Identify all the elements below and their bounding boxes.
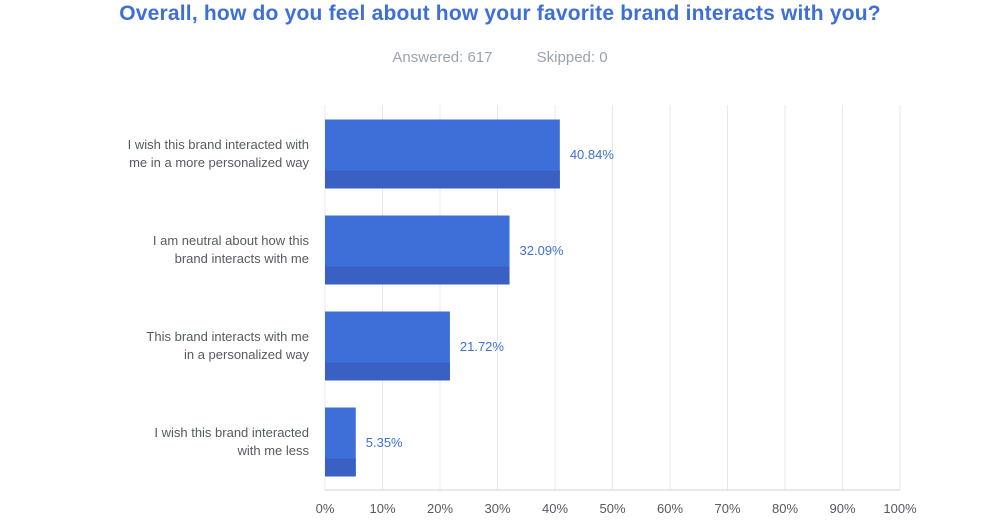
chart-title: Overall, how do you feel about how your … [119, 2, 881, 25]
bar-value-label: 40.84% [570, 147, 615, 162]
x-tick-label: 0% [316, 501, 335, 516]
x-tick-label: 70% [714, 501, 740, 516]
answered-count: Answered: 617 [392, 49, 493, 66]
x-tick-label: 20% [427, 501, 453, 516]
bars [325, 119, 560, 477]
x-axis-ticks: 0% 10% 20% 30% 40% 50% 60% 70% 80% 90% 100% [316, 501, 917, 516]
bar-value-label: 32.09% [520, 243, 565, 258]
bar-value-label: 21.72% [460, 339, 505, 354]
x-tick-label: 100% [883, 501, 917, 516]
bar [325, 311, 450, 381]
category-label: This brand interacts with me in a persona… [146, 329, 309, 362]
bar-value-label: 5.35% [366, 435, 403, 450]
bar-shade [325, 170, 560, 189]
value-labels: 40.84% 32.09% 21.72% 5.35% [366, 147, 615, 450]
bar-shade [325, 362, 450, 381]
bar [325, 215, 510, 285]
x-tick-label: 60% [657, 501, 683, 516]
skipped-count: Skipped: 0 [536, 49, 608, 66]
category-label: I wish this brand interacted with me in a… [128, 137, 310, 170]
category-label: I am neutral about how this brand interac… [153, 233, 310, 266]
bar [325, 119, 560, 189]
bar-shade [325, 266, 510, 285]
bar [325, 407, 356, 477]
x-tick-label: 10% [369, 501, 395, 516]
x-tick-label: 40% [542, 501, 568, 516]
x-tick-label: 90% [829, 501, 855, 516]
x-tick-label: 30% [484, 501, 510, 516]
x-tick-label: 50% [599, 501, 625, 516]
x-tick-label: 80% [772, 501, 798, 516]
response-stats: Answered: 617 Skipped: 0 [0, 48, 1000, 68]
category-label: I wish this brand interacted with me less [154, 425, 309, 458]
category-labels: I wish this brand interacted with me in a… [128, 137, 310, 458]
bar-shade [325, 458, 356, 477]
